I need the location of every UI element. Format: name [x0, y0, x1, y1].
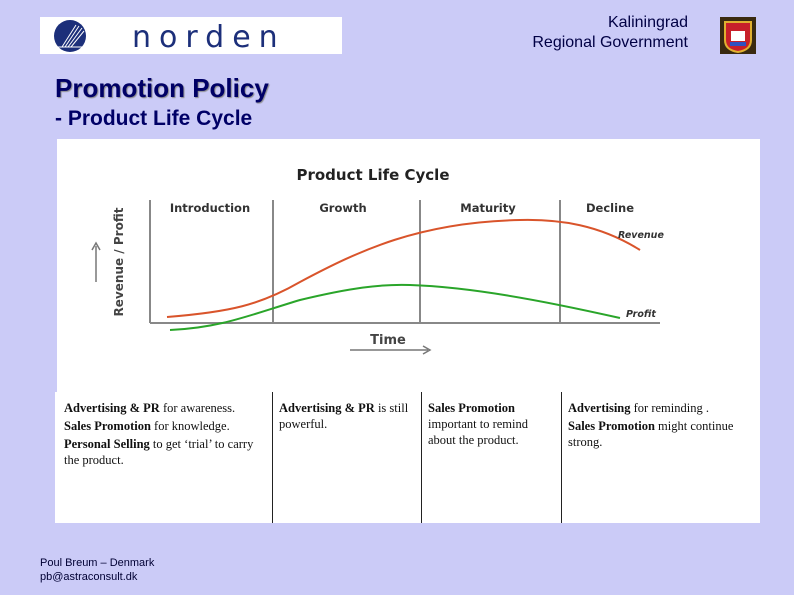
note-text: for knowledge.	[150, 419, 230, 433]
slide-subtitle: - Product Life Cycle	[55, 107, 253, 130]
notes-decline: Advertising for reminding . Sales Promoti…	[568, 400, 753, 452]
coat-of-arms-icon	[720, 17, 756, 54]
note-paragraph: Personal Selling to get ‘trial’ to carry…	[64, 436, 264, 468]
diagram-title: Product Life Cycle	[296, 166, 449, 184]
note-paragraph: Sales Promotion for knowledge.	[64, 418, 264, 434]
note-paragraph: Advertising for reminding .	[568, 400, 753, 416]
notes-maturity: Sales Promotion important to remind abou…	[428, 400, 556, 450]
note-keyword: Sales Promotion	[428, 401, 515, 415]
column-divider	[421, 392, 422, 523]
x-axis-label: Time	[370, 333, 406, 348]
note-keyword: Advertising & PR	[64, 401, 160, 415]
svg-text:norden: norden	[132, 20, 286, 54]
note-keyword: Advertising	[568, 401, 631, 415]
note-text: might continue strong.	[568, 419, 734, 449]
note-text: to get ‘trial’ to carry the product.	[64, 437, 254, 467]
y-axis-label: Revenue / Profit	[112, 207, 126, 316]
note-paragraph: Sales Promotion might continue strong.	[568, 418, 753, 450]
product-life-cycle-diagram: Product Life Cycle Introduction Growth M…	[57, 139, 760, 392]
government-name: Kaliningrad Regional Government	[532, 13, 688, 53]
column-divider	[272, 392, 273, 523]
norden-logo: norden	[40, 17, 342, 55]
revenue-curve	[166, 218, 641, 318]
profit-curve	[169, 283, 621, 331]
note-paragraph: Sales Promotion important to remind abou…	[428, 400, 556, 448]
phase-maturity: Maturity	[460, 201, 516, 215]
gov-line2: Regional Government	[532, 34, 688, 51]
note-keyword: Advertising & PR	[279, 401, 375, 415]
profit-label: Profit	[626, 309, 656, 320]
footer-author: Poul Breum – Denmark	[40, 557, 155, 569]
note-text: is still powerful.	[279, 401, 409, 431]
phase-growth: Growth	[319, 201, 366, 215]
column-divider	[561, 392, 562, 523]
promotion-notes: Advertising & PR for awareness. Sales Pro…	[55, 392, 760, 523]
notes-growth: Advertising & PR is still powerful.	[279, 400, 414, 434]
gov-line1: Kaliningrad	[607, 14, 688, 31]
revenue-label: Revenue	[618, 230, 664, 241]
note-keyword: Sales Promotion	[568, 419, 655, 433]
slide-title: Promotion Policy	[55, 73, 269, 103]
note-text: for awareness.	[159, 401, 236, 415]
note-paragraph: Advertising & PR for awareness.	[64, 400, 264, 416]
footer: Poul Breum – Denmark pb@astraconsult.dk	[40, 556, 154, 584]
note-keyword: Sales Promotion	[64, 419, 151, 433]
phase-introduction: Introduction	[170, 201, 250, 215]
note-keyword: Personal Selling	[64, 437, 150, 451]
phase-decline: Decline	[586, 201, 634, 215]
notes-introduction: Advertising & PR for awareness. Sales Pro…	[64, 400, 264, 470]
note-paragraph: Advertising & PR is still powerful.	[279, 400, 414, 432]
note-text: important to remind about the product.	[428, 417, 528, 447]
footer-email[interactable]: pb@astraconsult.dk	[40, 571, 138, 583]
note-text: for reminding .	[630, 401, 709, 415]
